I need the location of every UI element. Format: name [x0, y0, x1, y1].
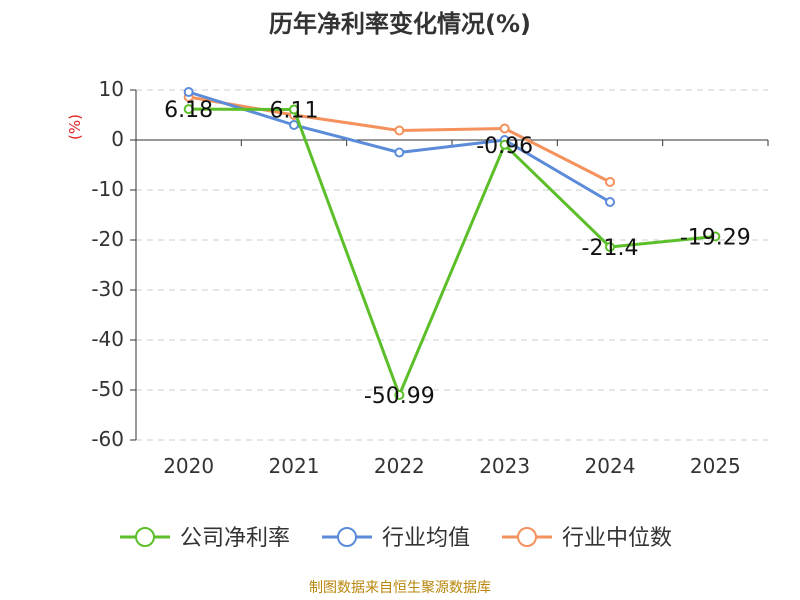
data-point	[183, 87, 194, 97]
x-tick-label: 2023	[479, 454, 530, 478]
data-label: -21.4	[582, 236, 639, 261]
data-label: -0.96	[476, 134, 533, 159]
data-label: 6.18	[164, 98, 213, 123]
x-tick-label: 2020	[163, 454, 214, 478]
data-point	[499, 123, 510, 134]
y-tick-label: -30	[91, 277, 124, 301]
data-point	[499, 139, 510, 150]
data-point	[394, 147, 405, 158]
source-note: 制图数据来自恒生聚源数据库	[309, 580, 491, 596]
legend-marker	[337, 527, 357, 547]
y-tick-label: -50	[91, 377, 124, 401]
series-line	[188, 107, 716, 397]
data-point	[394, 125, 405, 136]
y-tick-label: -60	[91, 427, 124, 451]
data-point	[710, 231, 721, 242]
y-tick-label: -20	[91, 227, 124, 251]
legend-marker	[135, 527, 155, 547]
data-point	[183, 104, 194, 115]
data-label: -50.99	[364, 384, 435, 409]
data-point	[394, 389, 405, 400]
x-tick-label: 2022	[374, 454, 425, 478]
y-axis-unit-label: (%)	[66, 114, 84, 140]
y-tick-label: -40	[91, 327, 124, 351]
y-tick-label: 10	[99, 77, 124, 101]
y-tick-label: 0	[111, 127, 124, 151]
legend-label: 公司净利率	[180, 526, 290, 551]
x-tick-label: 2025	[690, 454, 741, 478]
data-point	[605, 242, 615, 252]
data-point	[605, 177, 615, 187]
x-tick-label: 2024	[585, 454, 636, 478]
chart-title: 历年净利率变化情况(%)	[269, 10, 531, 38]
x-tick-label: 2021	[269, 454, 320, 478]
y-tick-label: -10	[91, 177, 124, 201]
legend-marker	[517, 527, 537, 547]
data-label: 6.11	[270, 98, 319, 123]
data-point	[289, 104, 299, 115]
data-point	[605, 197, 615, 207]
legend-label: 行业中位数	[562, 526, 672, 551]
legend-label: 行业均值	[382, 526, 470, 551]
data-point	[289, 120, 299, 130]
data-label: -19.29	[680, 225, 751, 250]
